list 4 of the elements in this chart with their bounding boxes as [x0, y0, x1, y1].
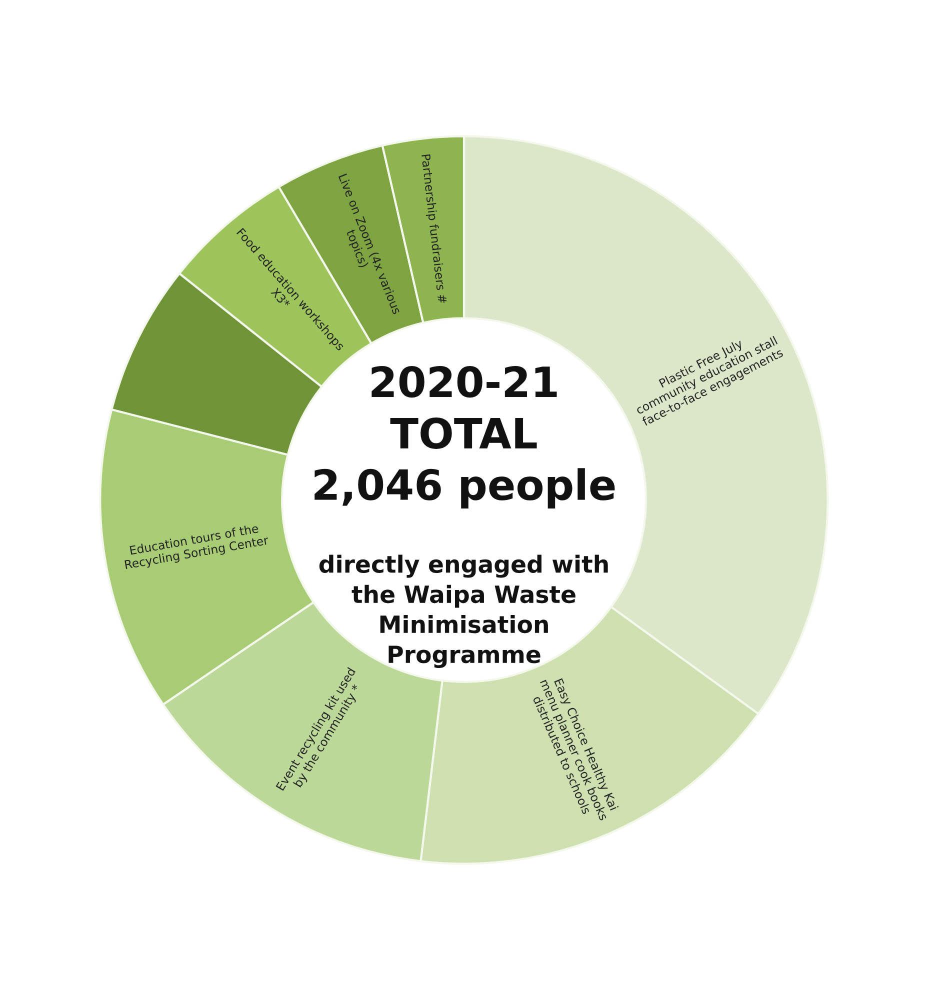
slice-label: Partnership fundraisers #: [419, 154, 448, 304]
text: 2020-21 TOTAL 2,046 people: [314, 366, 615, 508]
text: directly engaged with the Waipa Waste Minimisation Programme: [319, 554, 608, 668]
slice-label: Education tours of the Recycling Sorting Center: [124, 524, 270, 572]
